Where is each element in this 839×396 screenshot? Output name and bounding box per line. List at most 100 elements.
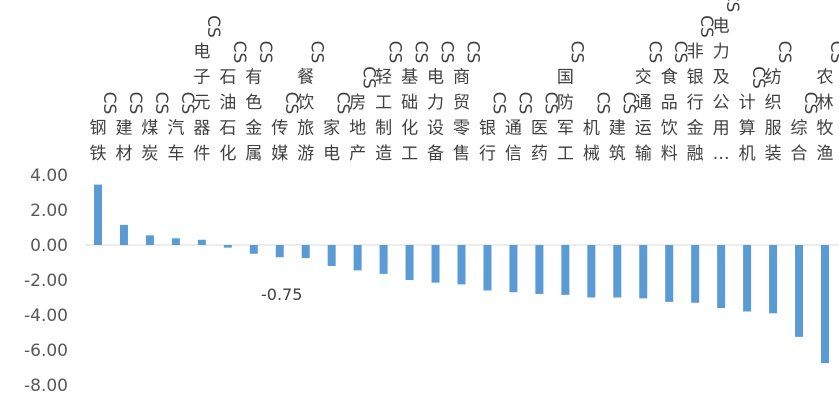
category-label: CS房地产CS房地产 [349, 66, 379, 164]
category-label-char: 合 [791, 144, 808, 164]
y-tick-label: -8.00 [24, 376, 68, 396]
y-tick-label: -6.00 [24, 341, 68, 361]
category-label-char: 化 [401, 119, 418, 139]
category-label-char: 工 [375, 93, 392, 113]
category-label-char: 信 [505, 144, 522, 164]
category-label: CS电力设备CS电力设备 [427, 41, 457, 164]
category-label-prefix: CS [99, 92, 119, 115]
category-label-char: 机 [583, 119, 600, 139]
category-label: CS建材CS建材 [115, 92, 145, 164]
category-label: CS非银行金融CS非银行金融 [687, 15, 717, 164]
category-label-char: 色 [245, 93, 262, 113]
bar [249, 245, 258, 254]
bar [431, 245, 440, 283]
category-label: CS交通运输CS交通运输 [635, 41, 665, 164]
bar [145, 235, 154, 245]
category-label-char: 媒 [271, 144, 288, 164]
category-label: CS基础化工CS基础化工 [401, 41, 431, 164]
category-label-prefix: CS [281, 92, 301, 115]
y-tick-label: -4.00 [24, 306, 68, 326]
category-label-prefix: CS [229, 41, 249, 64]
category-label-char: 车 [167, 144, 184, 164]
category-label-char: 铁 [90, 144, 107, 164]
category-label: CS机械CS机械 [583, 92, 613, 164]
y-tick-label: 0.00 [30, 236, 68, 256]
bar [665, 245, 674, 302]
category-label-char: 制 [375, 119, 392, 139]
category-label-char: 电 [193, 42, 210, 62]
category-label: CS纺织服装CS纺织服装 [765, 41, 795, 164]
category-label-prefix: CS [566, 41, 586, 64]
category-label-prefix: CS [177, 92, 197, 115]
category-label-char: 运 [635, 119, 652, 139]
bar [717, 245, 726, 308]
category-label-char: 械 [583, 144, 600, 164]
category-label-char: 输 [635, 144, 652, 164]
category-label-prefix: CS [333, 92, 353, 115]
category-label-prefix: CS [592, 92, 612, 115]
category-label: CS轻工制造CS轻工制造 [375, 41, 405, 164]
category-label-char: 家 [323, 119, 340, 139]
category-label-prefix: CS [800, 92, 820, 115]
category-label: CS通信CS通信 [505, 92, 535, 164]
category-label-char: 品 [661, 93, 678, 113]
category-label-char: 农 [817, 68, 834, 88]
category-label: CS商贸零售CS商贸零售 [453, 41, 483, 164]
category-label: CS建筑CS建筑 [609, 92, 639, 164]
category-label: CS石油石化CS石油石化 [219, 41, 249, 164]
category-label-char: 交 [635, 68, 652, 88]
category-label-prefix: CS [774, 41, 794, 64]
bar [561, 245, 570, 295]
category-label-char: 材 [115, 144, 132, 164]
category-label-prefix: CS [618, 92, 638, 115]
bar [691, 245, 700, 303]
category-label-char: 医 [531, 119, 548, 139]
category-label-char: 煤 [141, 119, 158, 139]
category-label-char: 餐 [297, 68, 314, 88]
category-label: CS汽车CS汽车 [167, 92, 197, 164]
category-label-prefix: CS [644, 41, 664, 64]
category-label-char: 件 [193, 144, 210, 164]
y-axis: 4.00 2.00 0.00 -2.00 -4.00 -6.00 -8.00 [24, 166, 68, 396]
category-label-char: 公 [713, 93, 730, 113]
category-label-char: 旅 [297, 119, 314, 139]
category-label-char: 林 [817, 93, 834, 113]
category-label-prefix: CS [540, 92, 560, 115]
bar [743, 245, 752, 312]
category-label: CS医药CS医药 [531, 92, 561, 164]
category-label: CS农林牧渔CS农林牧渔 [817, 41, 839, 164]
category-label-char: 工 [401, 144, 418, 164]
category-label: CS计算机CS计算机 [739, 66, 769, 164]
bar [171, 238, 180, 245]
category-label-char: 电 [713, 17, 730, 37]
bar [457, 245, 466, 285]
category-label-prefix: CS [385, 41, 405, 64]
category-label-char: 地 [349, 119, 366, 139]
category-label-char: 通 [505, 119, 522, 139]
category-label: CS电力及公用…CS电力及公用… [713, 0, 743, 164]
category-label-char: 设 [427, 119, 444, 139]
bar [275, 245, 284, 258]
category-label-char: 础 [401, 93, 418, 113]
category-label-char: 备 [427, 144, 444, 164]
bar [301, 245, 310, 259]
bar [119, 224, 128, 245]
category-label: CS家电CS家电 [323, 92, 353, 164]
category-label-prefix: CS [696, 15, 716, 38]
category-label-char: 服 [765, 119, 782, 139]
category-label-char: 及 [713, 68, 730, 88]
category-label-char: 建 [609, 119, 626, 139]
category-label-char: 饮 [661, 119, 678, 139]
category-label: CS银行CS银行 [479, 92, 509, 164]
category-label-char: 子 [193, 68, 210, 88]
bar [327, 245, 336, 266]
category-label: CS食品饮料CS食品饮料 [661, 41, 691, 164]
category-label-char: 游 [297, 144, 314, 164]
category-label-char: 药 [531, 144, 548, 164]
category-label-char: 行 [479, 144, 496, 164]
category-label-char: 军 [557, 119, 574, 139]
data-label: -0.75 [261, 285, 302, 304]
category-label-char: 国 [557, 68, 574, 88]
y-tick-label: -2.00 [24, 271, 68, 291]
